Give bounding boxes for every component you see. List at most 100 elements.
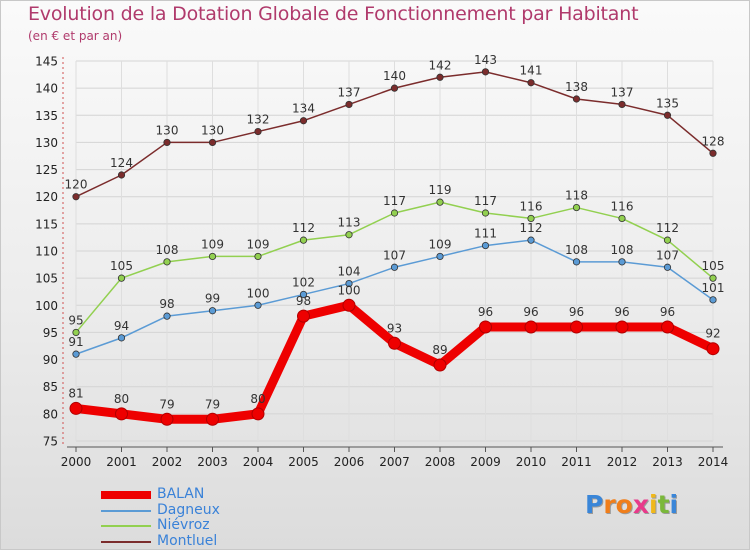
data-point <box>345 279 353 288</box>
y-tick-label: 90 <box>43 353 58 367</box>
data-point <box>254 252 262 261</box>
data-label: 116 <box>520 199 543 213</box>
data-point <box>72 328 80 337</box>
data-point <box>479 320 492 334</box>
y-tick-label: 120 <box>35 190 58 204</box>
data-label: 108 <box>156 243 179 257</box>
data-label: 98 <box>159 297 174 311</box>
data-point <box>436 252 444 261</box>
data-label: 138 <box>565 80 588 94</box>
x-tick-label: 2006 <box>334 455 365 469</box>
data-point <box>709 149 717 157</box>
data-point <box>527 79 535 87</box>
logo-letter: i <box>669 490 679 519</box>
legend-swatch <box>101 540 151 543</box>
data-point <box>706 342 720 356</box>
data-point <box>527 214 535 223</box>
data-label: 92 <box>705 327 720 341</box>
data-point <box>297 309 310 323</box>
data-label: 112 <box>520 221 543 235</box>
data-label: 79 <box>205 397 220 411</box>
y-tick-label: 105 <box>35 272 58 286</box>
data-label: 100 <box>338 283 361 297</box>
data-point <box>163 258 171 266</box>
data-point <box>436 198 444 206</box>
data-label: 112 <box>292 221 315 235</box>
data-label: 137 <box>611 85 634 99</box>
data-point <box>342 298 356 312</box>
y-tick-label: 85 <box>43 380 58 394</box>
data-point <box>117 171 126 179</box>
data-point <box>206 412 219 426</box>
data-label: 109 <box>247 237 270 251</box>
data-point <box>524 320 538 334</box>
data-point <box>527 236 535 244</box>
chart-title: Evolution de la Dotation Globale de Fonc… <box>28 3 639 25</box>
data-label: 99 <box>205 292 220 306</box>
data-point <box>570 320 583 334</box>
data-label: 113 <box>338 216 361 230</box>
data-label: 137 <box>338 85 361 99</box>
data-point <box>117 274 126 282</box>
data-point <box>572 203 581 212</box>
x-tick-label: 2004 <box>243 455 274 469</box>
x-tick-label: 2013 <box>652 455 683 469</box>
data-label: 120 <box>65 178 88 192</box>
data-label: 102 <box>292 275 315 289</box>
data-point <box>618 258 626 266</box>
data-label: 141 <box>520 64 543 78</box>
x-tick-label: 2014 <box>698 455 729 469</box>
data-label: 94 <box>114 319 129 333</box>
data-label: 112 <box>656 221 679 235</box>
y-tick-label: 95 <box>43 326 58 340</box>
data-point <box>390 84 399 92</box>
y-tick-label: 80 <box>43 407 58 421</box>
data-point <box>709 296 717 304</box>
data-label: 96 <box>660 305 675 319</box>
logo-letter: i <box>649 490 658 519</box>
data-label: 124 <box>110 156 133 170</box>
data-point <box>254 301 262 309</box>
data-label: 89 <box>432 343 447 357</box>
data-point <box>481 209 490 217</box>
data-label: 98 <box>296 294 311 308</box>
logo-letter: t <box>657 490 670 519</box>
data-point <box>208 138 217 147</box>
legend-swatch <box>101 491 151 499</box>
data-point <box>254 127 262 136</box>
y-tick-label: 115 <box>35 217 58 231</box>
data-label: 80 <box>250 392 265 406</box>
data-point <box>433 358 447 372</box>
data-point <box>481 241 490 250</box>
data-point <box>615 320 629 334</box>
data-point <box>208 307 217 315</box>
data-point <box>299 290 308 299</box>
data-label: 80 <box>114 392 129 406</box>
data-label: 93 <box>387 321 402 335</box>
y-tick-label: 110 <box>35 245 58 259</box>
data-label: 130 <box>201 123 224 137</box>
x-tick-label: 2011 <box>561 455 592 469</box>
data-point <box>299 236 308 244</box>
data-label: 119 <box>429 183 452 197</box>
data-point <box>663 236 672 244</box>
x-tick-label: 2005 <box>288 455 319 469</box>
legend-swatch <box>101 525 151 527</box>
legend-swatch <box>101 509 151 512</box>
y-tick-label: 75 <box>43 435 58 449</box>
data-label: 134 <box>292 102 315 116</box>
proxiti-logo: Proxiti <box>585 490 678 519</box>
data-label: 96 <box>478 305 493 319</box>
x-tick-label: 2001 <box>106 455 137 469</box>
legend-label: Niévroz <box>157 517 210 533</box>
data-label: 128 <box>702 134 725 148</box>
data-point <box>72 350 80 358</box>
x-tick-label: 2000 <box>61 455 92 469</box>
data-label: 91 <box>68 335 83 349</box>
data-label: 107 <box>383 248 406 262</box>
data-label: 135 <box>656 96 679 110</box>
data-point <box>345 100 353 109</box>
data-label: 140 <box>383 69 406 83</box>
x-tick-label: 2003 <box>197 455 228 469</box>
